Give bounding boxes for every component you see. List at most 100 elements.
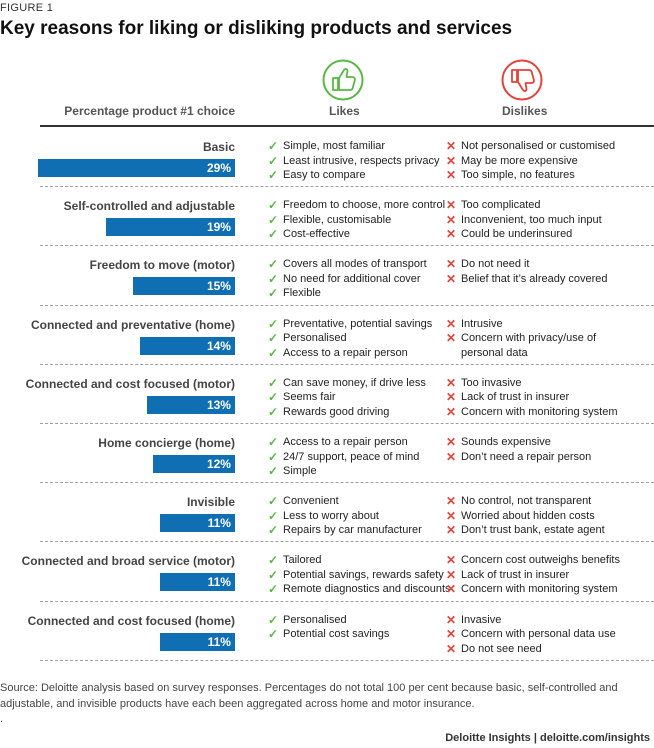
likes-list: ✓ Preventative, potential savings ✓ Persona… [268,317,432,361]
chart-title: Key reasons for liking or disliking prod… [0,18,513,39]
cross-icon: ✕ [446,404,457,419]
check-icon: ✓ [268,153,279,168]
like-item: ✓ Remote diagnostics and discounts [268,582,451,597]
like-text: Simple [283,465,317,477]
category-label: Invisible [186,495,235,510]
dislike-item: ✕ Concern with personal data use [446,627,616,642]
bar: 29% [38,159,235,177]
category-label: Connected and broad service (motor) [21,554,235,569]
dislikes-list: ✕ Too complicated ✕ Inconvenient, too much … [446,198,602,242]
like-item: ✓ Access to a repair person [268,346,432,361]
dislike-text: Lack of trust in insurer [461,568,570,581]
check-icon: ✓ [268,567,279,582]
bar-value-label: 29% [206,161,231,175]
bar-value-label: 13% [206,397,231,412]
bar: 19% [105,218,235,237]
dislike-text: Concern with personal data use [461,628,616,641]
check-icon: ✓ [268,345,279,360]
check-icon: ✓ [268,286,279,301]
bar: 15% [133,277,235,296]
category-label: Self-controlled and adjustable [63,199,235,214]
dislike-item: ✕ Invasive [446,613,616,628]
cross-icon: ✕ [446,212,457,227]
check-icon: ✓ [268,464,279,478]
dislike-item: ✕ Intrusive [446,317,596,332]
dislikes-list: ✕ Invasive ✕ Concern with personal data use… [446,613,616,657]
row-separator [40,482,654,484]
dislike-item: ✕ Not personalised or customised [446,139,615,154]
dislike-text: Do not see need [461,642,542,655]
like-text: Covers all modes of transport [283,258,427,271]
like-item: ✓ Flexible, customisable [268,213,445,228]
dislike-text: Concern with monitoring system [461,583,618,596]
like-item: ✓ Simple, most familiar [268,139,440,154]
dislike-item: ✕ Too invasive [446,376,618,391]
dislike-text: Don’t trust bank, estate agent [461,524,605,537]
cross-icon: ✕ [446,435,457,449]
dislikes-list: ✕ Sounds expensive ✕ Don’t need a repair pe… [446,435,591,464]
dislikes-list: ✕ Too invasive ✕ Lack of trust in insurer ✕ C… [446,376,618,420]
footer-dot: . [0,713,4,725]
like-item: ✓ Personalised [268,331,432,346]
cross-icon: ✕ [446,375,457,390]
like-item: ✓ Access to a repair person [268,435,419,450]
dislike-text: personal data [461,346,528,359]
category-label: Freedom to move (motor) [89,258,235,273]
check-icon: ✓ [268,375,279,390]
category-label: Connected and cost focused (home) [27,613,235,628]
like-item: ✓ Less to worry about [268,509,422,524]
like-item: ✓ 24/7 support, peace of mind [268,450,419,465]
like-item: ✓ Personalised [268,613,389,628]
footer-credit: Deloitte Insights | deloitte.com/insight… [445,732,650,744]
cross-icon: ✕ [446,198,457,213]
bar: 11% [160,632,235,651]
dislike-item: ✕ Worried about hidden costs [446,509,605,524]
check-icon: ✓ [268,271,279,286]
dislike-text: Belief that it’s already covered [461,272,608,285]
cross-icon: ✕ [446,508,457,523]
product-row: Self-controlled and adjustable 19% ✓ Freedo… [0,187,654,247]
like-item: ✓ Potential cost savings [268,627,389,642]
dislike-text: Intrusive [461,317,503,330]
product-row: Invisible 11% ✓ Convenient ✓ Less to worry ab… [0,483,654,543]
like-item: ✓ Can save money, if drive less [268,376,426,391]
dislikes-column-header: Dislikes [502,104,548,118]
dislike-text: Concern with privacy/use of [461,332,597,345]
dislikes-list: ✕ Not personalised or customised ✕ May be m… [446,139,615,183]
like-item: ✓ Freedom to choose, more control [268,198,445,213]
cross-icon: ✕ [446,316,457,331]
cross-icon: ✕ [446,168,457,182]
likes-list: ✓ Covers all modes of transport ✓ No need f… [268,257,427,301]
thumbs-up-icon [322,59,364,101]
dislikes-list: ✕ No control, not transparent ✕ Worried abo… [446,494,605,538]
bar-value-label: 11% [207,575,231,590]
row-separator [40,245,654,247]
bar: 11% [160,514,235,533]
dislike-item: ✕ Concern with monitoring system [446,405,618,420]
likes-column-header: Likes [329,104,360,118]
product-row: Freedom to move (motor) 15% ✓ Covers all mo… [0,246,654,306]
category-label: Home concierge (home) [98,436,235,450]
like-item: ✓ Convenient [268,494,422,509]
dislike-text: Too simple, no features [461,169,575,181]
likes-list: ✓ Freedom to choose, more control ✓ Flexibl… [268,198,445,242]
check-icon: ✓ [268,582,279,597]
like-item: ✓ No need for additional cover [268,272,427,287]
row-separator [40,659,654,661]
like-item: ✓ Least intrusive, respects privacy [268,154,440,169]
dislike-item: ✕ Sounds expensive [446,435,591,450]
like-text: Least intrusive, respects privacy [283,154,440,167]
like-text: Access to a repair person [283,346,408,359]
bar-value-label: 11% [207,634,231,649]
like-text: Freedom to choose, more control [283,199,446,212]
like-text: Cost-effective [283,228,351,241]
like-text: No need for additional cover [283,272,421,285]
product-row: Connected and broad service (motor) 11% ✓ T… [0,542,654,602]
dislike-item: ✕ Could be underinsured [446,227,602,242]
dislike-item: ✕ Too simple, no features [446,168,615,183]
like-text: Personalised [283,332,347,345]
dislike-item: ✕ Don’t trust bank, estate agent [446,523,605,538]
dislike-item: ✕ Concern with monitoring system [446,582,620,597]
dislike-text: Do not need it [461,258,530,271]
cross-icon: ✕ [446,331,457,346]
